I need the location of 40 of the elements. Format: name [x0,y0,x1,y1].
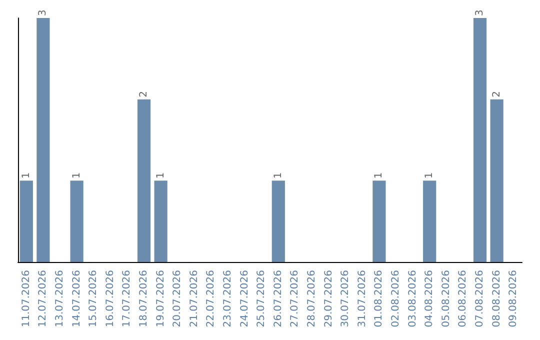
x-tick-label: 27.07.2026 [290,270,301,328]
data-label: 1 [20,172,32,179]
x-tick-label: 26.07.2026 [272,270,284,328]
x-tick-label: 20.07.2026 [172,270,184,328]
x-tick-label: 28.07.2026 [306,270,318,328]
x-tick-label: 14.07.2026 [71,270,82,328]
data-label: 2 [491,90,502,98]
x-tick-label: 11.07.2026 [20,270,32,328]
data-label: 3 [38,10,49,16]
x-tick-label: 15.07.2026 [88,270,100,328]
x-tick-label: 24.07.2026 [239,270,250,328]
x-tick-label: 19.07.2026 [155,270,166,328]
x-tick-label: 18.07.2026 [138,270,150,328]
x-tick-label: 07.08.2026 [474,270,486,328]
x-tick-label: 23.07.2026 [222,270,234,328]
data-label: 1 [374,172,385,179]
x-tick-label: 25.07.2026 [256,270,268,328]
data-label: 1 [424,172,436,179]
data-label: 1 [155,172,166,179]
x-tick-label: 12.07.2026 [38,270,49,328]
x-tick-label: 21.07.2026 [188,270,200,328]
x-tick-label: 03.08.2026 [407,270,418,328]
x-tick-label: 17.07.2026 [122,270,133,328]
x-tick-label: 01.08.2026 [374,270,385,328]
x-tick-label: 31.07.2026 [356,270,368,328]
x-tick-label: 13.07.2026 [54,270,66,328]
data-label: 1 [272,172,284,179]
x-tick-label: 22.07.2026 [206,270,217,328]
data-label: 1 [71,172,82,179]
x-tick-label: 04.08.2026 [424,270,436,328]
x-tick-label: 30.07.2026 [340,270,352,328]
x-tick-label: 05.08.2026 [440,270,452,328]
x-tick-label: 16.07.2026 [104,270,116,328]
x-tick-label: 29.07.2026 [323,270,334,328]
x-tick-label: 02.08.2026 [390,270,402,328]
x-tick-label: 09.08.2026 [508,270,520,328]
x-tick-label: 06.08.2026 [458,270,469,328]
data-label: 2 [138,90,150,98]
x-tick-label: 08.08.2026 [491,270,502,328]
data-label: 3 [474,10,486,16]
